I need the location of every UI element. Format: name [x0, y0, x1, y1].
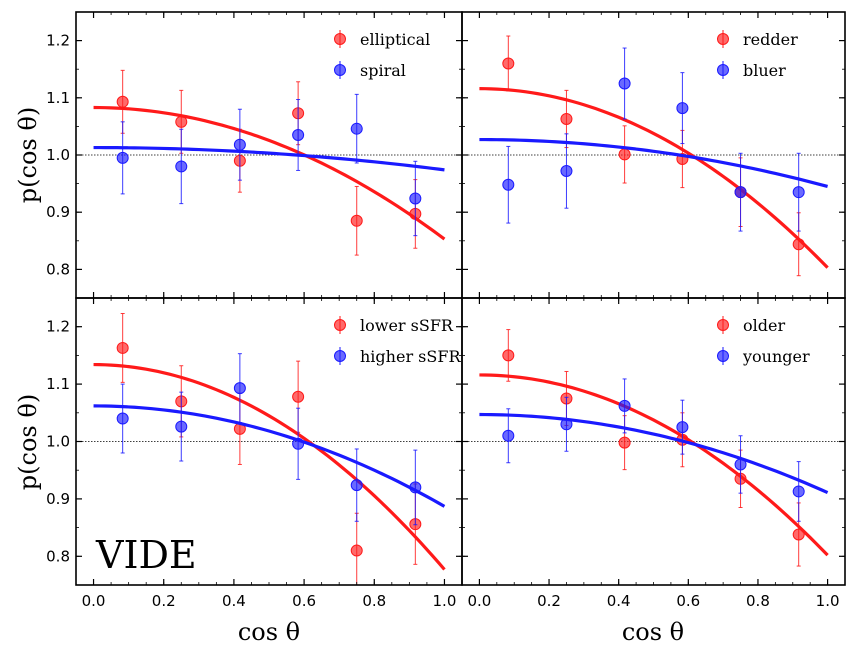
xtick-label: 0.2	[537, 592, 561, 610]
panel-data	[93, 312, 446, 585]
data-point	[292, 390, 305, 403]
fit-curve-spiral	[93, 145, 445, 172]
legend-marker	[717, 33, 729, 45]
data-point	[560, 418, 573, 431]
fit-curve-bluer	[479, 137, 829, 189]
data-point	[116, 412, 129, 425]
panel-top-left: 0.8 0.9 1.0 1.1 1.2 elliptical spiral	[46, 11, 463, 299]
data-point	[350, 214, 363, 227]
xtick-label: 0.0	[82, 592, 106, 610]
xtick-label: 0.4	[607, 592, 631, 610]
data-point	[618, 77, 631, 90]
legend-marker	[334, 319, 346, 331]
data-point	[350, 479, 363, 492]
panel-data	[479, 35, 829, 277]
ytick-label: 0.9	[46, 203, 70, 221]
data-point	[116, 95, 129, 108]
data-point	[409, 481, 422, 494]
data-point	[350, 544, 363, 557]
xtick-label: 0.8	[362, 592, 386, 610]
data-point	[560, 165, 573, 178]
data-point	[292, 128, 305, 141]
data-point	[292, 437, 305, 450]
panel-data	[93, 69, 446, 256]
legend-label-elliptical: elliptical	[360, 30, 430, 49]
xtick-label: 0.8	[746, 592, 770, 610]
fit-curve-younger	[479, 412, 829, 495]
ytick-label: 1.1	[46, 89, 70, 107]
ytick-label: 0.8	[46, 547, 70, 565]
data-point	[676, 421, 689, 434]
data-point	[792, 186, 805, 199]
xtick-label: 0.6	[292, 592, 316, 610]
xlabel-left: cos θ	[238, 618, 300, 646]
data-point	[502, 349, 515, 362]
xtick-label: 0.2	[152, 592, 176, 610]
ytick-label: 1.2	[46, 32, 70, 50]
data-point	[618, 148, 631, 161]
data-point	[175, 115, 188, 128]
legend-label-lower-sSFR: lower sSFR	[360, 316, 454, 335]
panel-top-right: redder bluer	[461, 11, 846, 299]
data-point	[233, 138, 246, 151]
data-point	[734, 458, 747, 471]
ytick-label: 1.1	[46, 375, 70, 393]
data-point	[560, 112, 573, 125]
xtick-label: 0.6	[676, 592, 700, 610]
legend-label-higher-sSFR: higher sSFR	[360, 347, 461, 366]
data-point	[792, 485, 805, 498]
panels: 0.8 0.9 1.0 1.1 1.2 elliptical spiral redder blu…	[46, 11, 846, 610]
data-point	[175, 420, 188, 433]
ytick-label: 1.0	[46, 146, 70, 164]
ytick-label: 0.9	[46, 490, 70, 508]
data-point	[618, 399, 631, 412]
ylabel-top: p(cos θ)	[14, 107, 42, 203]
legend-label-spiral: spiral	[360, 61, 406, 80]
legend-label-older: older	[743, 316, 785, 335]
legend-marker	[334, 64, 346, 76]
ytick-label: 1.2	[46, 318, 70, 336]
fit-curve-elliptical	[93, 105, 446, 241]
data-point	[233, 382, 246, 395]
data-point	[618, 436, 631, 449]
panel-bottom-left: 0.8 0.9 1.0 1.1 1.2 0.0 0.2 0.4 0.6 0.8 1.0 lower s…	[46, 297, 463, 610]
legend-marker	[334, 350, 346, 362]
legend-label-redder: redder	[743, 30, 798, 49]
fit-curve-older	[479, 373, 829, 557]
data-point	[116, 341, 129, 354]
data-point	[676, 102, 689, 115]
data-point	[502, 429, 515, 442]
legend-label-bluer: bluer	[743, 61, 786, 80]
legend-marker	[717, 64, 729, 76]
data-point	[502, 178, 515, 191]
fit-curve-higher-sSFR	[93, 404, 446, 508]
xtick-label: 1.0	[816, 592, 840, 610]
xtick-label: 0.4	[222, 592, 246, 610]
data-point	[792, 528, 805, 541]
panel-bottom-right: 0.0 0.2 0.4 0.6 0.8 1.0 older younger	[461, 297, 846, 610]
legend-label-younger: younger	[742, 347, 810, 366]
ytick-label: 0.8	[46, 260, 70, 278]
legend-marker	[717, 319, 729, 331]
xlabel-right: cos θ	[622, 618, 684, 646]
panel-data	[479, 329, 829, 567]
xtick-label: 1.0	[433, 592, 457, 610]
data-point	[734, 186, 747, 199]
data-point	[116, 151, 129, 164]
data-point	[350, 122, 363, 135]
axis-labels: cos θ cos θ p(cos θ) p(cos θ)	[14, 107, 684, 646]
legend-marker	[334, 33, 346, 45]
fit-curve-lower-sSFR	[93, 362, 446, 571]
xtick-label: 0.0	[467, 592, 491, 610]
ylabel-bottom: p(cos θ)	[14, 394, 42, 490]
fit-curve-redder	[479, 87, 829, 269]
data-point	[502, 57, 515, 70]
ytick-label: 1.0	[46, 433, 70, 451]
legend-marker	[717, 350, 729, 362]
data-point	[409, 192, 422, 205]
vide-annotation: VIDE	[95, 533, 197, 577]
data-point	[175, 160, 188, 173]
data-point	[792, 238, 805, 251]
